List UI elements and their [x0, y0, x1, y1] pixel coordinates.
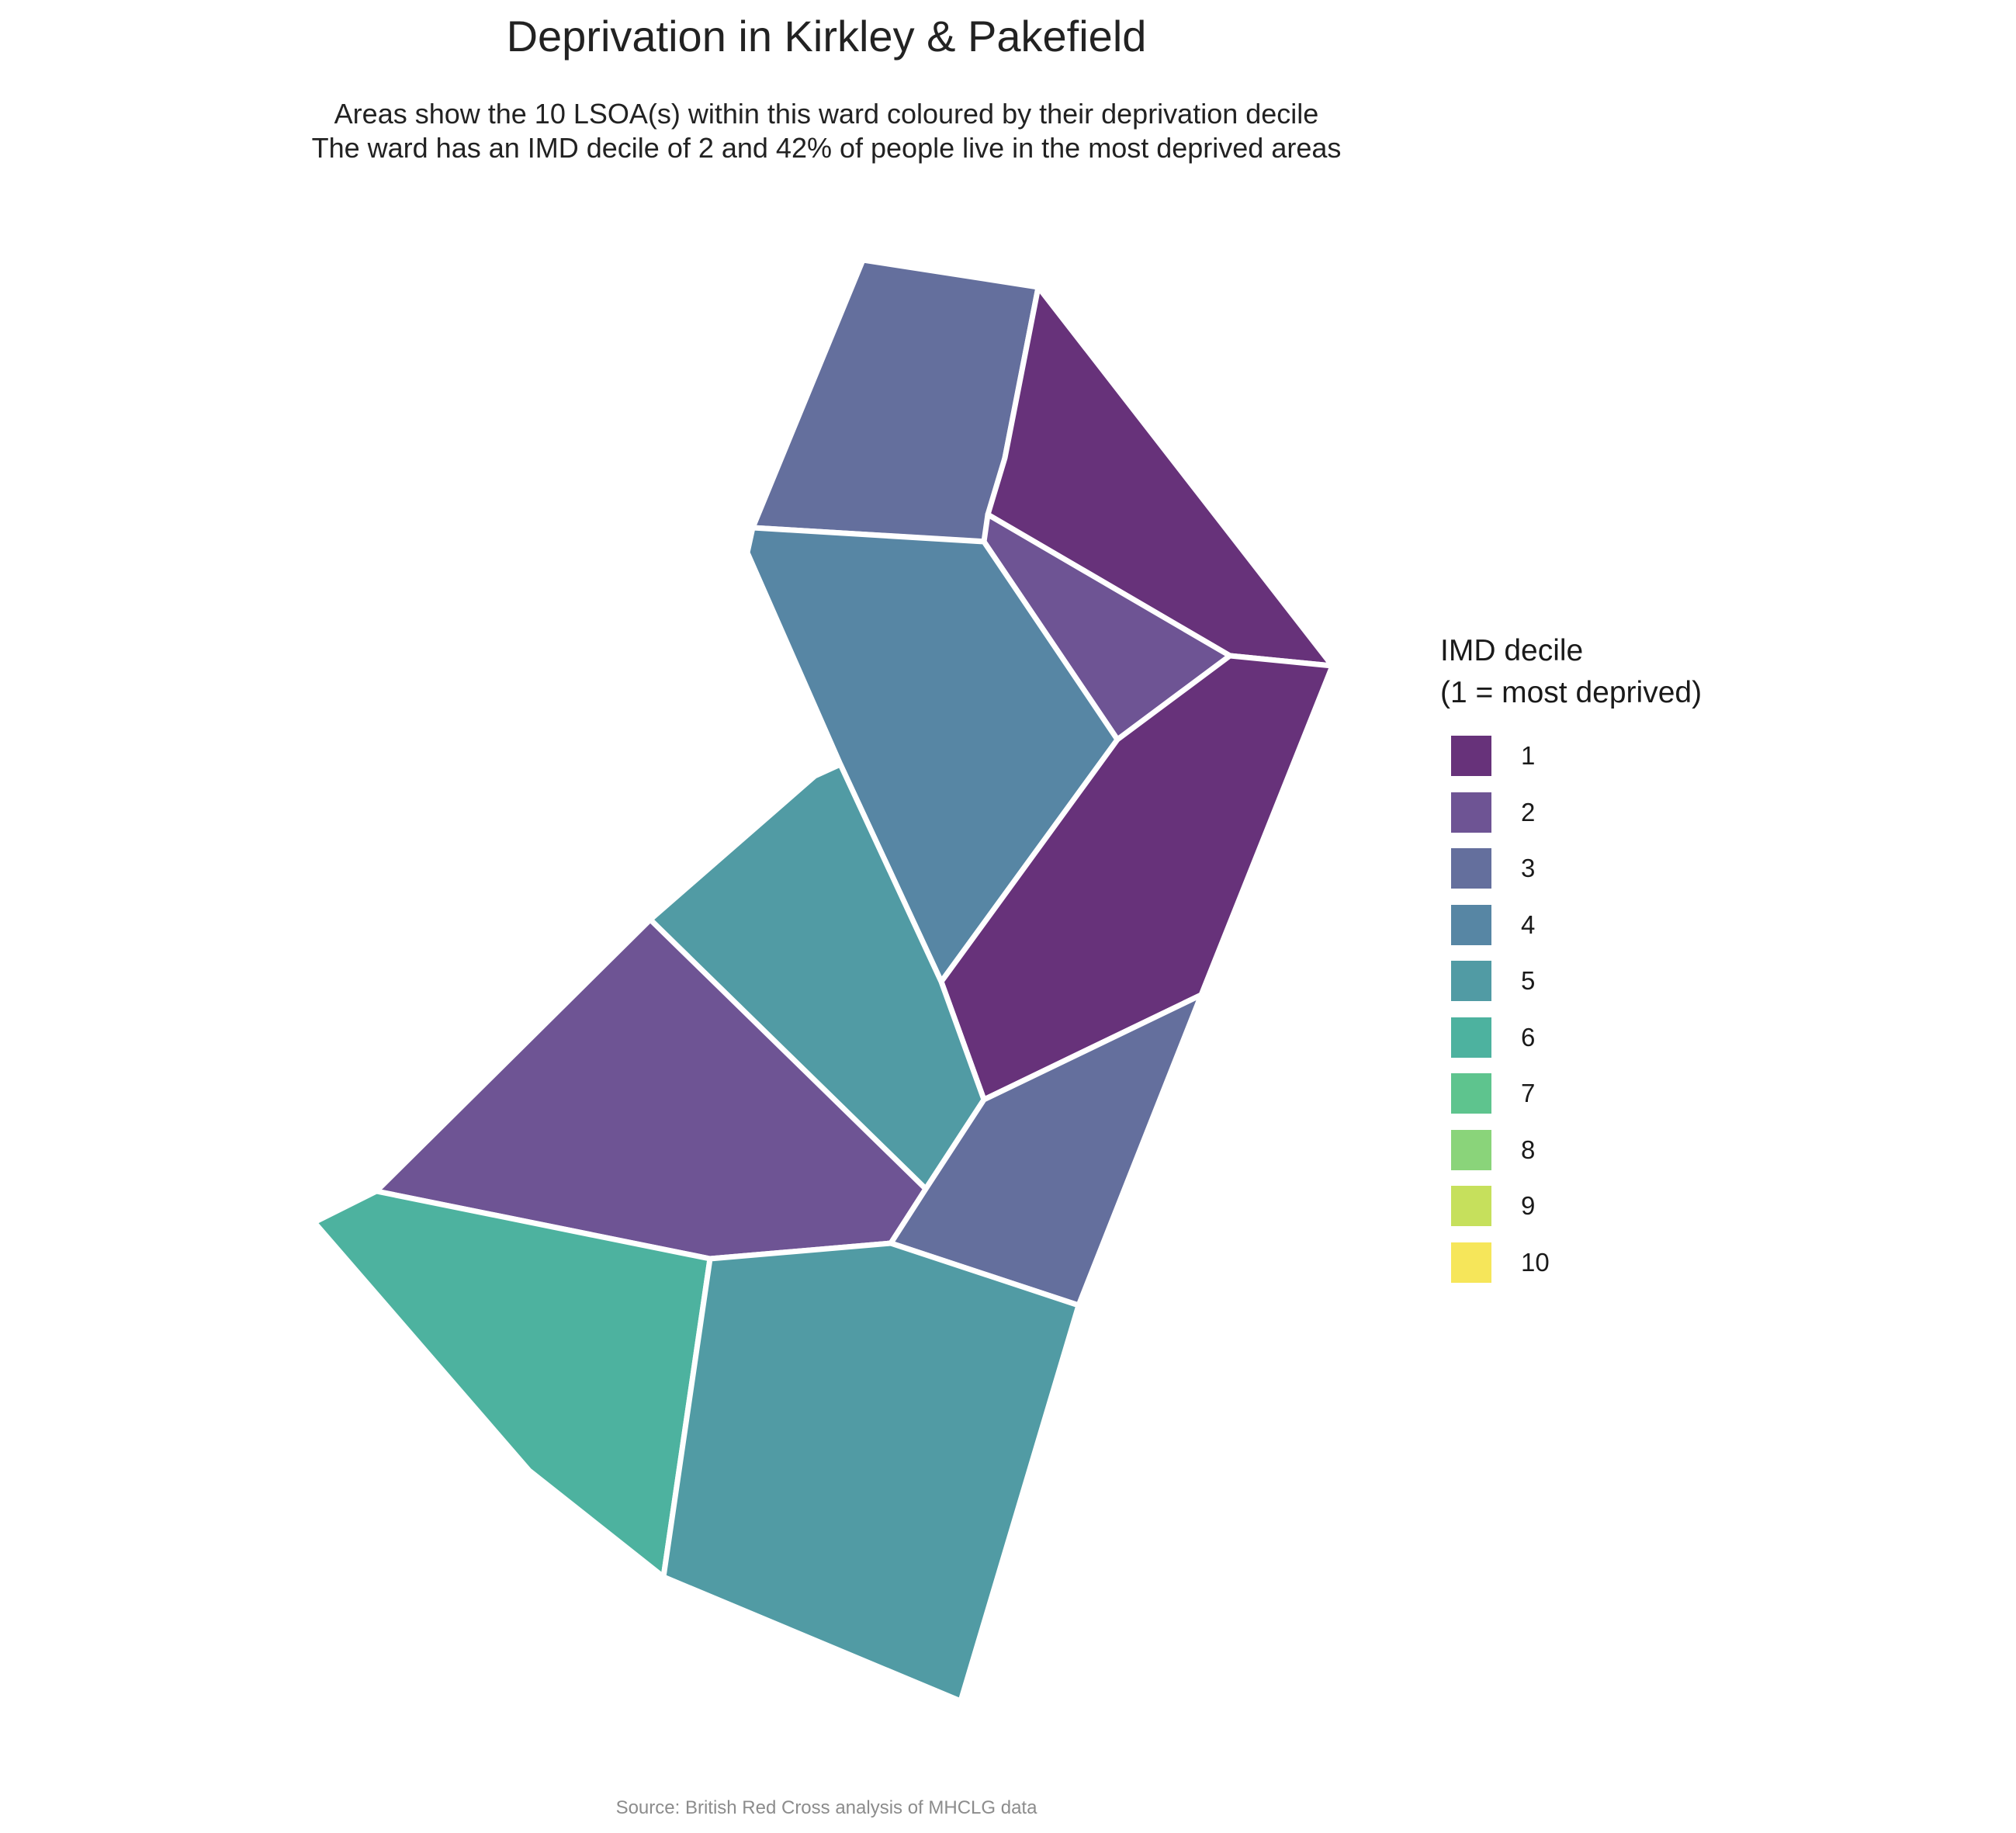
legend-swatch	[1451, 1129, 1491, 1170]
legend-item-3: 3	[1451, 848, 1653, 890]
map-subtitle-line-1: Areas show the 10 LSOA(s) within this wa…	[334, 98, 1319, 130]
legend-label: 1	[1521, 741, 1536, 770]
legend-title-line-2: (1 = most deprived)	[1440, 676, 1703, 709]
lsoa-area-9[interactable]	[311, 1188, 713, 1580]
legend-swatch	[1451, 1017, 1491, 1058]
legend-item-10: 10	[1451, 1242, 1653, 1284]
lsoa-area-8[interactable]	[888, 992, 1204, 1308]
legend-swatch	[1451, 1242, 1491, 1283]
legend-label: 6	[1521, 1022, 1536, 1052]
legend: IMD decile (1 = most deprived) 1 2 3 4 5 6 7 8 9…	[1440, 630, 1703, 1283]
legend-label: 2	[1521, 797, 1536, 826]
legend-title-line-1: IMD decile	[1440, 634, 1584, 667]
legend-label: 5	[1521, 966, 1536, 995]
legend-item-9: 9	[1451, 1186, 1653, 1228]
legend-item-4: 4	[1451, 904, 1653, 947]
legend-label: 7	[1521, 1079, 1536, 1107]
legend-swatch	[1451, 1073, 1491, 1114]
legend-item-2: 2	[1451, 792, 1653, 834]
legend-item-8: 8	[1451, 1129, 1653, 1172]
legend-swatch	[1451, 961, 1491, 1001]
legend-label: 3	[1521, 854, 1536, 882]
legend-swatch	[1451, 904, 1491, 945]
legend-label: 10	[1521, 1247, 1550, 1277]
map-subtitle-line-2: The ward has an IMD decile of 2 and 42% …	[311, 132, 1342, 164]
legend-swatch	[1451, 792, 1491, 833]
lsoa-area-10[interactable]	[660, 1240, 1082, 1704]
source-caption: Source: British Red Cross analysis of MH…	[615, 1797, 1037, 1818]
legend-item-5: 5	[1451, 961, 1653, 1003]
legend-label: 9	[1521, 1191, 1536, 1220]
legend-item-7: 7	[1451, 1073, 1653, 1115]
legend-swatch	[1451, 1186, 1491, 1226]
legend-swatch	[1451, 736, 1491, 776]
legend-label: 8	[1521, 1135, 1536, 1164]
legend-swatch	[1451, 848, 1491, 889]
legend-item-1: 1	[1451, 736, 1653, 778]
legend-item-6: 6	[1451, 1017, 1653, 1059]
map-title: Deprivation in Kirkley & Pakefield	[506, 12, 1147, 61]
legend-label: 4	[1521, 910, 1536, 939]
